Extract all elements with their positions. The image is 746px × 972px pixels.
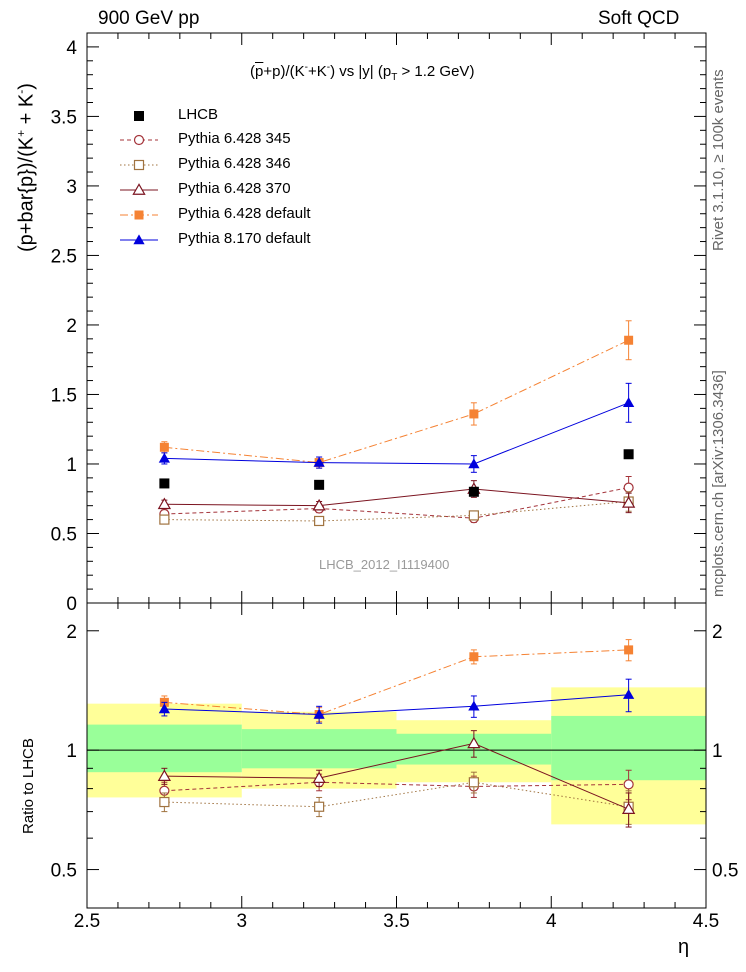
main-p6-345-point [623,482,634,493]
main-y-tick-label: 0.5 [51,524,77,545]
main-y-tick-label: 1 [66,455,77,476]
ratio-p8-default-line [164,694,629,716]
mcplots-label: mcplots.cern.ch [arXiv:1306.3436] [710,370,727,597]
main-p6-346-point [468,510,479,521]
main-y-tick-label: 3.5 [51,107,77,128]
legend-marker-p8-default [133,234,145,245]
main-p6-346-line [164,501,629,522]
ratio-y-tick-label-right: 2 [712,622,723,643]
main-p8-default-point [468,458,480,469]
main-p6-default-point [624,335,634,345]
main-p6-default-point [159,442,169,452]
x-tick-label: 2.5 [74,911,100,932]
main-y-tick-label: 0 [66,594,77,615]
ratio-y-tick-label-left: 0.5 [51,861,77,882]
header-left: 900 GeV pp [98,8,200,29]
main-p6-370-point [312,498,326,511]
header-right: Soft QCD [598,8,680,29]
ratio-y-tick-label-right: 1 [712,741,723,762]
ratio-p6-default-point [469,652,479,662]
main-p6-370-line [164,488,629,507]
main-p6-default-point [469,409,479,419]
ratio-p6-370-point [621,802,636,814]
legend-label-345: Pythia 6.428 345 [178,130,291,147]
main-y-axis-label: (p+bar{p})/(K+ + K-) [14,83,38,252]
main-lhcb-point [623,449,634,460]
ratio-y-tick-label-right: 0.5 [712,861,738,882]
main-p6-346-point [159,514,170,525]
ratio-band-green [241,729,397,769]
ratio-y-axis-label: Ratio to LHCB [20,738,37,834]
ratio-p6-370-point [157,769,172,781]
ratio-y-tick-label-left: 1 [66,741,77,762]
legend-label-lhcb: LHCB [178,106,219,123]
ratio-p6-345-point [623,779,634,790]
main-p8-default-line [164,402,629,465]
main-p6-default-line [164,339,629,464]
x-axis-label: η [678,936,690,958]
ratio-band-green [87,724,242,773]
legend-marker-p6-default [134,210,144,220]
ratio-p6-346-point [468,777,479,788]
main-lhcb-point [314,479,325,490]
x-tick-label: 3.5 [383,911,409,932]
main-p6-370-point [621,496,636,508]
ratio-p6-345-line [164,781,629,792]
legend-label-346: Pythia 6.428 346 [178,155,291,172]
ratio-p6-370-point [467,736,481,749]
main-p6-346-point [314,515,325,527]
main-y-tick-label: 4 [66,38,77,59]
legend-label-p6-default: Pythia 6.428 default [178,205,311,222]
ratio-y-tick-label-left: 2 [66,622,77,643]
main-y-tick-label: 3 [66,177,77,198]
legend-label-370: Pythia 6.428 370 [178,180,291,197]
x-tick-label: 3 [236,911,247,932]
ratio-p6-370-line [164,742,629,810]
ratio-p8-default-point [158,703,170,714]
main-lhcb-point [159,478,170,489]
main-lhcb-point [468,486,479,497]
main-p8-default-point [313,456,325,467]
x-tick-label: 4.5 [693,911,719,932]
x-tick-label: 4 [546,911,557,932]
reference-label: LHCB_2012_I1119400 [319,557,450,572]
main-y-tick-label: 2.5 [51,246,77,267]
ratio-p6-346-point [159,796,170,808]
main-p8-default-point [158,452,170,463]
rivet-label: Rivet 3.1.10, ≥ 100k events [710,69,727,251]
ratio-band-green [551,715,706,781]
legend-label-p8-default: Pythia 8.170 default [178,230,311,247]
main-p6-345-line [164,487,629,519]
main-p8-default-point [623,397,635,408]
plot-title: (p+p)/(K-+K-) vs |y| (pT > 1.2 GeV) [250,62,475,83]
ratio-p6-346-point [314,801,325,812]
legend-marker-p6-345 [133,134,145,146]
main-p6-370-point [157,497,172,510]
legend-marker-p6-370 [132,183,146,195]
ratio-p6-346-line [164,781,629,808]
ratio-p6-default-point [624,645,634,655]
ratio-p8-default-point [468,700,480,711]
main-y-tick-label: 2 [66,316,77,337]
ratio-p6-370-point [312,771,326,783]
ratio-p8-default-point [313,708,325,719]
main-y-tick-label: 1.5 [51,385,77,406]
legend-marker-lhcb [134,111,144,121]
legend-marker-p6-346 [133,159,145,171]
ratio-p8-default-point [623,689,635,699]
